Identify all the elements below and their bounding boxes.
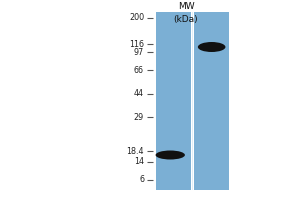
Text: (kDa): (kDa) (174, 15, 198, 24)
Text: 14: 14 (134, 157, 144, 166)
Bar (190, 12, 192, 190)
Text: 200: 200 (129, 13, 144, 22)
Ellipse shape (198, 42, 226, 52)
Bar (194, 12, 229, 190)
Bar (193, 12, 194, 190)
Text: 29: 29 (134, 113, 144, 122)
Text: 116: 116 (129, 40, 144, 49)
Bar (190, 12, 194, 190)
Bar (156, 12, 190, 190)
Text: 66: 66 (134, 66, 144, 75)
Text: MW: MW (178, 2, 194, 11)
Text: 18.4: 18.4 (127, 146, 144, 156)
Text: 97: 97 (134, 48, 144, 57)
Ellipse shape (156, 150, 185, 160)
Text: 6: 6 (139, 175, 144, 184)
Text: 44: 44 (134, 90, 144, 98)
